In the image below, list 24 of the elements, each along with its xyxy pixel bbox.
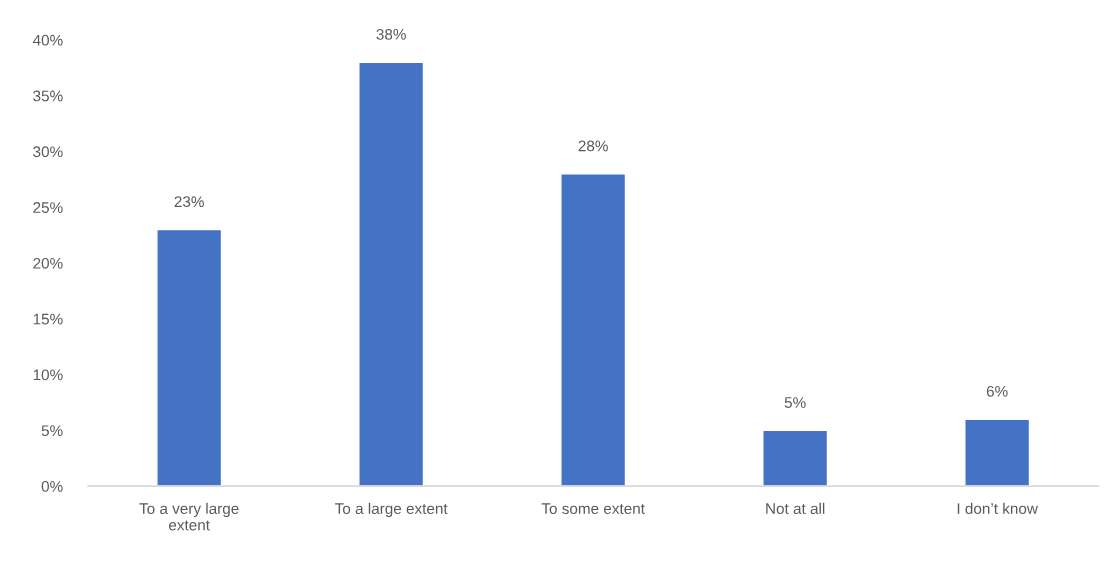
bar: [358, 61, 425, 487]
data-label: 28%: [578, 140, 608, 152]
bar: [560, 173, 627, 487]
y-tick-label: 15%: [33, 313, 63, 325]
x-tick-label: I don’t know: [957, 502, 1038, 515]
y-tick-label: 30%: [33, 146, 63, 158]
data-label: 38%: [376, 28, 406, 40]
y-tick-label: 10%: [33, 369, 63, 381]
data-label: 5%: [784, 397, 806, 408]
data-label: 23%: [174, 196, 204, 208]
y-tick-label: 40%: [32, 34, 63, 46]
x-tick-label: Not at all: [766, 502, 825, 515]
bar: [964, 418, 1031, 487]
x-tick-label: To a large extent: [335, 502, 448, 518]
data-label: 6%: [986, 385, 1008, 397]
y-tick-label: 25%: [33, 202, 63, 213]
y-tick-label: 20%: [33, 257, 63, 269]
bar: [762, 429, 829, 487]
x-tick-label: To a very large extent: [139, 502, 239, 531]
bar: [156, 228, 223, 487]
x-tick-label: To some extent: [541, 503, 645, 515]
y-tick-label: 5%: [41, 425, 63, 437]
y-tick-label: 0%: [41, 481, 63, 492]
y-tick-label: 35%: [33, 90, 63, 102]
